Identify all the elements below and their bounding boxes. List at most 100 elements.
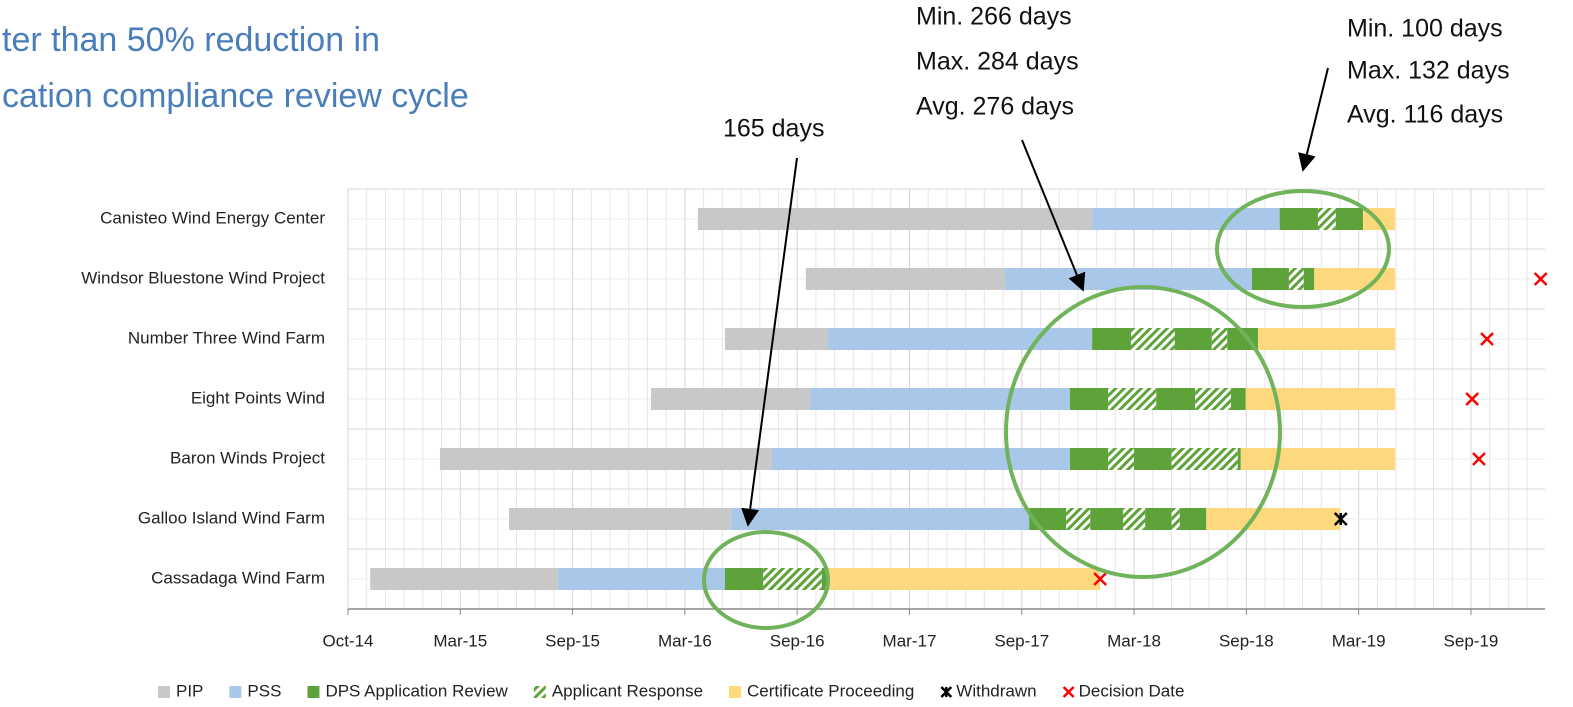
x-tick-label: Oct-14: [322, 631, 373, 650]
withdrawn-marker: [1333, 512, 1348, 526]
segment: [1230, 388, 1246, 410]
decision-marker: [1480, 332, 1494, 346]
title: cation compliance review cycle: [2, 77, 469, 115]
category-label: Cassadaga Wind Farm: [151, 568, 325, 587]
segment: [1279, 208, 1318, 230]
segment: [1145, 508, 1172, 530]
segment: [1317, 208, 1336, 230]
decision-marker: [1062, 686, 1075, 698]
segment: [697, 208, 1093, 230]
segment: [1069, 388, 1109, 410]
x-tick-label: Mar-19: [1332, 631, 1386, 650]
x-tick-label: Mar-18: [1107, 631, 1161, 650]
segment: [1303, 268, 1315, 290]
legend-swatch: [729, 686, 742, 698]
bars: Canisteo Wind Energy Center Windsor Blues…: [81, 208, 1548, 590]
decision-marker: [1465, 392, 1480, 406]
category-label: Windsor Bluestone Wind Project: [81, 268, 325, 287]
segment: [805, 268, 1006, 290]
annotation: Min. 266 days: [916, 3, 1072, 31]
segment: [650, 388, 811, 410]
legend-label: Withdrawn: [956, 681, 1036, 700]
legend-label: Certificate Proceeding: [747, 681, 914, 700]
legend-swatch: [307, 686, 320, 698]
category-label: Number Three Wind Farm: [128, 328, 325, 347]
x-tick-label: Mar-17: [883, 631, 937, 650]
segment: [1108, 448, 1135, 470]
legend-label: Decision Date: [1079, 681, 1185, 700]
x-tick-label: Sep-15: [545, 631, 600, 650]
legend-label: PIP: [176, 681, 203, 700]
segment: [1245, 388, 1396, 410]
legend-label: DPS Application Review: [325, 681, 508, 700]
segment: [1069, 448, 1109, 470]
segment: [1171, 448, 1238, 470]
overlay: [702, 67, 1391, 630]
decision-marker: [1533, 272, 1548, 286]
annotation: Avg. 116 days: [1347, 101, 1503, 129]
segment: [724, 568, 764, 590]
arrow: [741, 157, 798, 527]
segment: [1090, 508, 1123, 530]
annotation: Max. 132 days: [1347, 57, 1510, 85]
legend-swatch: [158, 686, 170, 698]
segment: [1258, 328, 1396, 350]
segment: [763, 568, 822, 590]
segment: [1195, 388, 1231, 410]
segment: [1066, 508, 1091, 530]
segment: [828, 568, 1101, 590]
category-label: Baron Winds Project: [170, 448, 325, 467]
segment: [1130, 328, 1175, 350]
legend-label: PSS: [247, 681, 281, 700]
segment: [1335, 208, 1363, 230]
x-tick-label: Sep-18: [1219, 631, 1274, 650]
annotation: Max. 284 days: [916, 48, 1079, 76]
legend: PIP PSS DPS Application Review Applicant Re…: [158, 681, 1184, 700]
segment: [1108, 388, 1157, 410]
segment: [731, 508, 1030, 530]
segment: [557, 568, 725, 590]
annotation: 165 days: [723, 115, 824, 143]
legend-swatch: [533, 686, 546, 698]
arrow: [1298, 67, 1329, 172]
grid: Oct-14 Mar-15 Sep-15 Mar-16 Sep-16 Mar-17 Sep-…: [322, 188, 1545, 650]
segment: [828, 328, 1093, 350]
legend-swatch: [229, 686, 242, 698]
segment: [821, 568, 829, 590]
segment: [810, 388, 1070, 410]
highlight-circle: [1215, 189, 1391, 309]
segment: [1171, 508, 1180, 530]
segment: [1134, 448, 1172, 470]
segment: [1288, 268, 1304, 290]
segment: [1251, 268, 1289, 290]
segment: [370, 568, 558, 590]
segment: [1174, 328, 1212, 350]
segment: [1206, 508, 1341, 530]
x-tick-label: Mar-15: [433, 631, 487, 650]
withdrawn-marker: [940, 686, 953, 698]
segment: [439, 448, 772, 470]
category-label: Canisteo Wind Energy Center: [100, 208, 325, 227]
x-tick-label: Sep-17: [994, 631, 1049, 650]
x-tick-label: Mar-16: [658, 631, 712, 650]
segment: [1092, 328, 1131, 350]
annotation: Min. 100 days: [1347, 15, 1503, 43]
category-label: Eight Points Wind: [191, 388, 325, 407]
segment: [509, 508, 732, 530]
decision-marker: [1472, 452, 1486, 466]
segment: [1092, 208, 1280, 230]
title: ter than 50% reduction in: [2, 21, 380, 59]
segment: [1211, 328, 1228, 350]
highlight-circle: [702, 530, 830, 630]
annotation: Avg. 276 days: [916, 93, 1074, 121]
segment: [724, 328, 829, 350]
segment: [1005, 268, 1252, 290]
category-label: Galloo Island Wind Farm: [138, 508, 325, 527]
arrow: [1021, 139, 1086, 292]
x-tick-label: Sep-16: [770, 631, 825, 650]
legend-label: Applicant Response: [552, 681, 703, 700]
segment: [1240, 448, 1396, 470]
segment: [1179, 508, 1207, 530]
segment: [1314, 268, 1396, 290]
